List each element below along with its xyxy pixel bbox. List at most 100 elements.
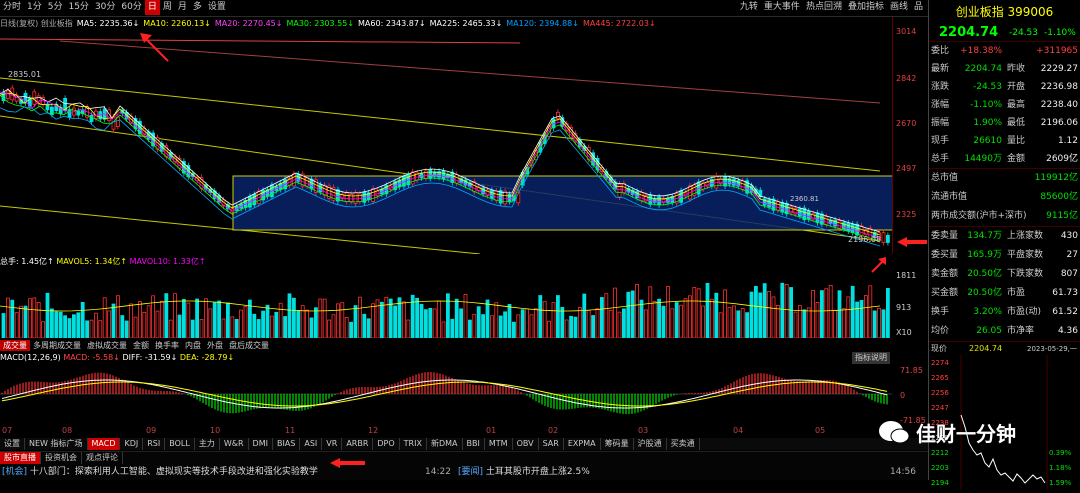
toolbar-right-0[interactable]: 九转 — [739, 2, 758, 12]
period-8[interactable]: 月 — [177, 2, 187, 12]
volume-tab-4[interactable]: 换手率 — [155, 341, 179, 350]
indicator-tab-5[interactable]: BOLL — [165, 438, 195, 450]
indicator-tab-13[interactable]: DPO — [373, 438, 400, 450]
quote-label: 买金额 — [931, 288, 959, 298]
volume-bar — [674, 302, 679, 338]
indicator-tab-2[interactable]: MACD — [87, 438, 121, 450]
volume-tab-6[interactable]: 外盘 — [207, 341, 223, 350]
volume-bar — [203, 298, 208, 338]
news-tab-1[interactable]: 投资机会 — [41, 452, 82, 464]
volume-tab-2[interactable]: 虚拟成交量 — [87, 341, 127, 350]
indicator-tab-16[interactable]: BBI — [463, 438, 485, 450]
ma-item: MA20: 2270.45↓ — [214, 19, 283, 28]
period-0[interactable]: 分时 — [3, 2, 22, 12]
indicator-tab-1[interactable]: NEW 指标广场 — [25, 438, 88, 450]
volume-chart[interactable] — [0, 268, 892, 338]
indicator-help-button[interactable]: 指标说明 — [852, 352, 890, 364]
volume-bar — [498, 315, 503, 338]
indicator-tab-15[interactable]: 新DMA — [427, 438, 463, 450]
toolbar-right-1[interactable]: 重大事件 — [763, 2, 800, 12]
period-3[interactable]: 15分 — [68, 2, 89, 12]
indicator-tab-10[interactable]: ASI — [300, 438, 323, 450]
volume-bar — [864, 295, 868, 338]
indicator-tab-20[interactable]: EXPMA — [564, 438, 601, 450]
indicator-tab-3[interactable]: KDJ — [120, 438, 144, 450]
candle — [481, 184, 486, 197]
news-tab-2[interactable]: 观点评论 — [82, 452, 123, 464]
indicator-tab-18[interactable]: OBV — [513, 438, 539, 450]
macd-legend: MACD(12,26,9) MACD: -5.58↓ DIFF: -31.59↓… — [0, 352, 892, 364]
volume-bar — [459, 308, 464, 338]
price-tick: 2670 — [896, 119, 917, 128]
indicator-tab-19[interactable]: SAR — [539, 438, 564, 450]
quote-row: 卖金额 20.50亿 下跌家数 807 — [929, 265, 1080, 284]
period-2[interactable]: 5分 — [47, 2, 63, 12]
toolbar-right-3[interactable]: 叠加指标 — [847, 2, 884, 12]
ma-legend: 日线(复权) 创业板指 MA5: 2235.36↓ MA10: 2260.13↓ MA… — [0, 17, 892, 31]
price-chart[interactable]: 2835.01 2196.08 2360.81 — [0, 31, 892, 254]
volume-tab-5[interactable]: 内盘 — [185, 341, 201, 350]
volume-bar — [291, 297, 296, 338]
candle — [811, 210, 815, 223]
volume-bar — [802, 309, 807, 338]
quote-label: 上涨家数 — [1007, 231, 1044, 241]
volume-bar — [762, 283, 767, 338]
quote-label: 金额 — [1007, 154, 1026, 164]
news-item-1[interactable]: [机会] 十八部门：探索利用人工智能、虚拟现实等技术手段改进和强化实验教学 — [2, 464, 318, 480]
toolbar-right-5[interactable]: 品 — [913, 2, 923, 12]
indicator-tab-6[interactable]: 主力 — [195, 438, 220, 450]
period-10[interactable]: 设置 — [207, 2, 226, 12]
volume-bar — [732, 305, 736, 338]
indicator-tab-0[interactable]: 设置 — [0, 438, 25, 450]
quote-label: 委卖量 — [931, 231, 959, 241]
quote-value: 165.9万 — [967, 250, 1002, 260]
volume-bar — [419, 303, 424, 338]
period-5[interactable]: 60分 — [121, 2, 142, 12]
news-tab-0[interactable]: 股市直播 — [0, 452, 41, 464]
indicator-tab-4[interactable]: RSI — [143, 438, 166, 450]
indicator-tab-9[interactable]: BIAS — [273, 438, 301, 450]
indicator-tab-11[interactable]: VR — [322, 438, 343, 450]
indicator-tab-14[interactable]: TRIX — [400, 438, 427, 450]
indicator-tab-7[interactable]: W&R — [220, 438, 249, 450]
trend-line-upper[interactable] — [0, 77, 881, 172]
indicator-tab-12[interactable]: ARBR — [342, 438, 374, 450]
toolbar-right-4[interactable]: 画线 — [889, 2, 908, 12]
volume-bar — [357, 296, 362, 338]
volume-tick: 1811 — [896, 271, 917, 280]
volume-bar — [199, 319, 204, 338]
macd-chart[interactable] — [0, 364, 892, 426]
volume-tab-1[interactable]: 多周期成交量 — [33, 341, 81, 350]
quote-label: 振幅 — [931, 118, 950, 128]
indicator-tab-23[interactable]: 买卖通 — [667, 438, 700, 450]
volume-bar — [542, 301, 547, 338]
volume-tab-3[interactable]: 金额 — [133, 341, 149, 350]
toolbar-right-2[interactable]: 热点回溯 — [805, 2, 842, 12]
indicator-tab-17[interactable]: MTM — [485, 438, 513, 450]
quote-label: 下跌家数 — [1007, 269, 1044, 279]
quote-value: +311965 — [1036, 46, 1078, 56]
period-4[interactable]: 30分 — [94, 2, 116, 12]
indicator-tab-22[interactable]: 沪股通 — [634, 438, 667, 450]
quote-row: 委卖量 134.7万 上涨家数 430 — [929, 227, 1080, 246]
volume-tab-7[interactable]: 盘后成交量 — [229, 341, 269, 350]
volume-bar — [635, 283, 639, 338]
volume-bar — [824, 288, 829, 338]
indicator-tab-21[interactable]: 筹码量 — [601, 438, 634, 450]
period-1[interactable]: 1分 — [27, 2, 42, 12]
volume-bar — [349, 321, 354, 338]
quote-row: 涨幅 -1.10% 最高 2238.40 — [929, 96, 1080, 114]
volume-bar — [701, 305, 705, 338]
total-volume: 总手: 1.45亿↑ — [0, 257, 54, 266]
volume-bar — [278, 302, 283, 338]
volume-tab-0[interactable]: 成交量 — [0, 340, 30, 351]
period-7[interactable]: 周 — [162, 2, 172, 12]
news-item-2[interactable]: [要闻] 土耳其股市开盘上涨2.5% — [458, 464, 590, 480]
indicator-tab-8[interactable]: DMI — [249, 438, 273, 450]
period-6[interactable]: 日 — [144, 0, 160, 15]
dea-line — [1, 381, 888, 407]
quote-label: 流通市值 — [931, 192, 968, 202]
volume-bar — [58, 311, 63, 338]
period-9[interactable]: 多 — [192, 2, 202, 12]
quote-label: 两市成交额(沪市+深市) — [931, 211, 1027, 221]
